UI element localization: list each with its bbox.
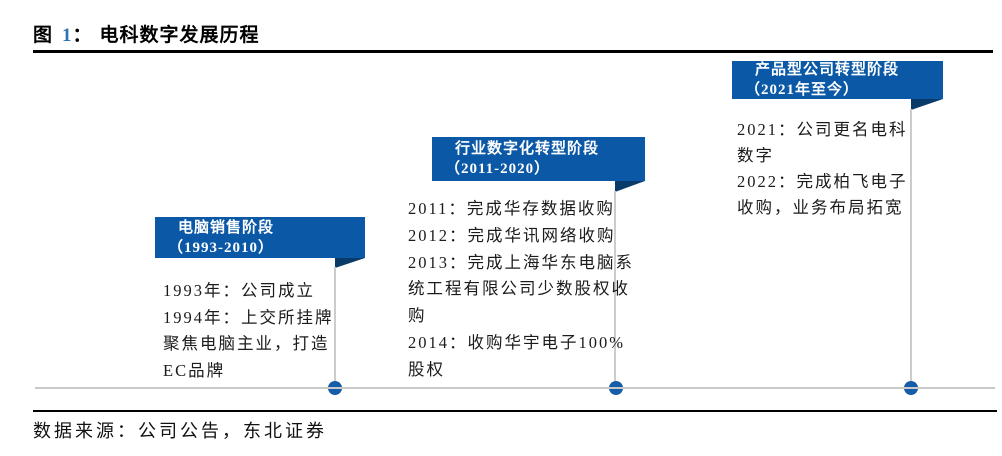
stage3-event-line: 2021：公司更名电科 <box>737 120 908 139</box>
title-underline <box>33 50 993 53</box>
stage3-banner-years: （2021年至今） <box>745 82 860 98</box>
stage3-banner-title: 产品型公司转型阶段 <box>755 62 900 78</box>
stage2-event-line: 2011：完成华存数据收购 <box>408 199 615 218</box>
stage2-event-line: 股权 <box>408 359 445 379</box>
stage2-events: 2011：完成华存数据收购 2012：完成华讯网络收购 2013：完成上海华东电… <box>408 196 634 384</box>
data-source-note: 数据来源：公司公告，东北证券 <box>33 421 327 441</box>
stage3-events: 2021：公司更名电科 数字 2022：完成柏飞电子 收购，业务布局拓宽 <box>737 117 908 221</box>
stage2-event-line: 2013：完成上海华东电脑系 <box>408 252 634 272</box>
figure-number: 1 <box>62 25 73 46</box>
stage1-event-line: 1993年：公司成立 <box>163 281 315 300</box>
stage3-connector-line <box>910 109 912 388</box>
stage2-event-line: 统工程有限公司少数股权收 <box>408 279 630 299</box>
stage2-event-line: 2012：完成华讯网络收购 <box>408 225 616 245</box>
stage1-event-line: 聚焦电脑主业，打造 <box>163 334 330 353</box>
stage3-event-line: 收购，业务布局拓宽 <box>737 198 904 217</box>
stage1-event-line: 1994年：上交所挂牌 <box>163 307 334 327</box>
stage3-banner: 产品型公司转型阶段 （2021年至今） <box>732 61 943 99</box>
stage2-banner-title: 行业数字化转型阶段 <box>455 141 600 157</box>
stage1-ribbon-fold <box>335 258 365 268</box>
timeline-axis <box>35 387 995 389</box>
footer-divider <box>33 410 997 412</box>
stage2-connector-line <box>614 191 616 388</box>
stage2-ribbon-fold <box>615 181 645 192</box>
figure-title-text: 电科数字发展历程 <box>99 25 260 46</box>
stage1-connector-line <box>334 267 336 388</box>
stage1-events: 1993年：公司成立 1994年：上交所挂牌 聚焦电脑主业，打造 EC品牌 <box>163 278 334 384</box>
figure-colon: ： <box>72 25 93 46</box>
stage3-event-line: 2022：完成柏飞电子 <box>737 172 908 191</box>
stage1-banner-title: 电脑销售阶段 <box>178 219 275 236</box>
figure-word: 图 <box>33 25 54 46</box>
stage1-banner: 电脑销售阶段 （1993-2010） <box>155 217 365 258</box>
stage1-event-line: EC品牌 <box>163 360 226 380</box>
stage2-event-line: 购 <box>408 306 427 326</box>
stage2-banner: 行业数字化转型阶段 （2011-2020） <box>432 137 645 181</box>
stage3-ribbon-fold <box>911 99 943 110</box>
stage2-banner-years: （2011-2020） <box>445 161 551 177</box>
stage2-event-line: 2014：收购华宇电子100% <box>408 332 625 352</box>
stage3-event-line: 数字 <box>737 146 774 165</box>
stage1-banner-years: （1993-2010） <box>168 239 274 256</box>
figure-title: 图 1： 电科数字发展历程 <box>33 20 260 47</box>
